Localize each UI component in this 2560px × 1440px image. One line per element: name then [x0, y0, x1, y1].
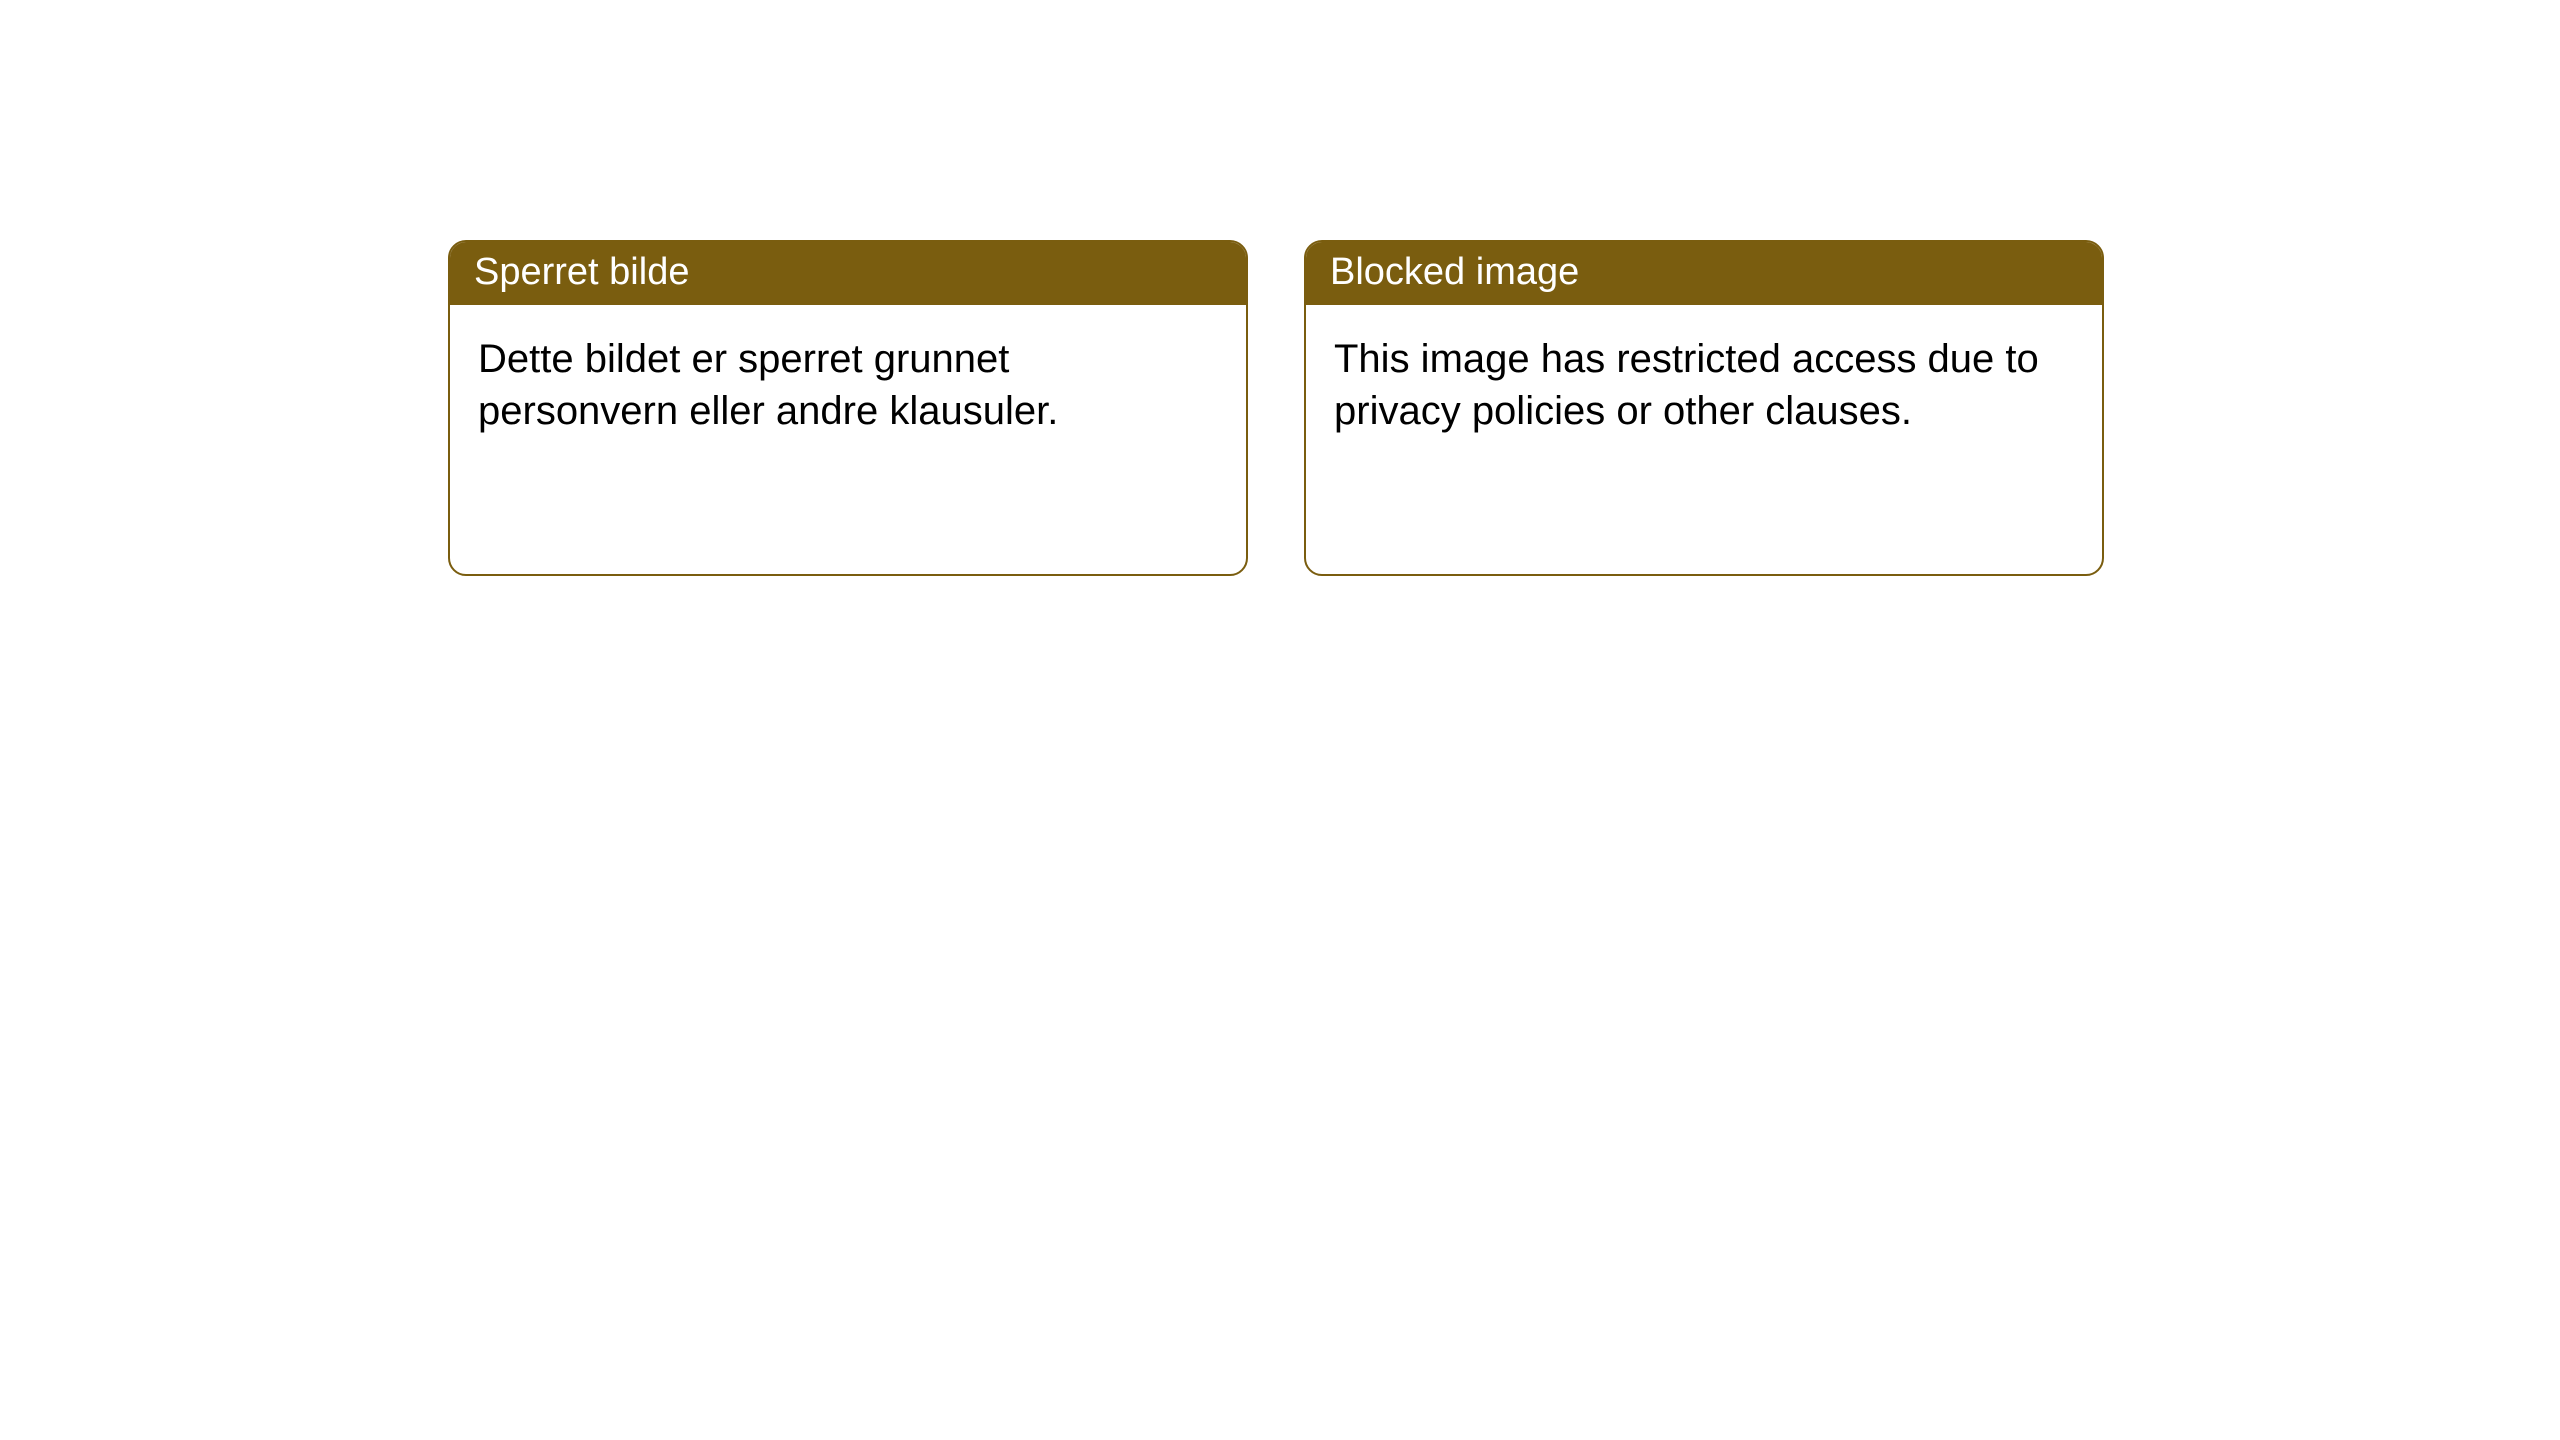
card-title: Sperret bilde — [474, 251, 689, 293]
card-body-text: This image has restricted access due to … — [1334, 337, 2039, 433]
notice-card-english: Blocked image This image has restricted … — [1304, 240, 2104, 576]
card-header: Blocked image — [1306, 242, 2102, 305]
notice-card-norwegian: Sperret bilde Dette bildet er sperret gr… — [448, 240, 1248, 576]
notice-container: Sperret bilde Dette bildet er sperret gr… — [448, 240, 2104, 576]
card-header: Sperret bilde — [450, 242, 1246, 305]
card-title: Blocked image — [1330, 251, 1579, 293]
card-body: Dette bildet er sperret grunnet personve… — [450, 305, 1246, 465]
card-body-text: Dette bildet er sperret grunnet personve… — [478, 337, 1058, 433]
card-body: This image has restricted access due to … — [1306, 305, 2102, 465]
